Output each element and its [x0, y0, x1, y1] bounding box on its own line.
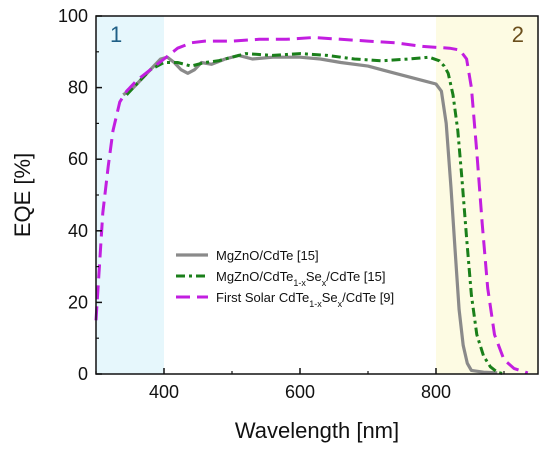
y-axis-label: EQE [%]: [10, 153, 35, 237]
series-layer: [94, 36, 529, 376]
y-tick-label: 100: [58, 6, 88, 26]
region-2-label: 2: [512, 22, 524, 47]
y-tick-label: 60: [68, 149, 88, 169]
legend: MgZnO/CdTe [15] MgZnO/CdTe1-xSex/CdTe [15…: [176, 248, 394, 309]
x-tick-label: 600: [285, 382, 315, 402]
y-tick-label: 40: [68, 221, 88, 241]
series-line-2: [125, 52, 505, 376]
y-tick-label: 0: [78, 364, 88, 384]
x-axis-label: Wavelength [nm]: [235, 418, 399, 443]
x-axis: 400 600 800: [95, 368, 505, 402]
series-line-1: [122, 53, 498, 375]
legend-label-3: First Solar CdTe1-xSex/CdTe [9]: [216, 290, 394, 309]
region-1-label: 1: [110, 22, 122, 47]
region-1-band: [96, 16, 164, 374]
legend-label-1: MgZnO/CdTe [15]: [216, 248, 319, 263]
y-tick-label: 80: [68, 78, 88, 98]
legend-label-2: MgZnO/CdTe1-xSex/CdTe [15]: [216, 269, 386, 288]
series-line-3: [94, 36, 529, 375]
x-tick-label: 800: [421, 382, 451, 402]
x-tick-label: 400: [149, 382, 179, 402]
y-tick-label: 20: [68, 292, 88, 312]
y-axis: 0 20 40 60 80 100: [58, 6, 102, 384]
